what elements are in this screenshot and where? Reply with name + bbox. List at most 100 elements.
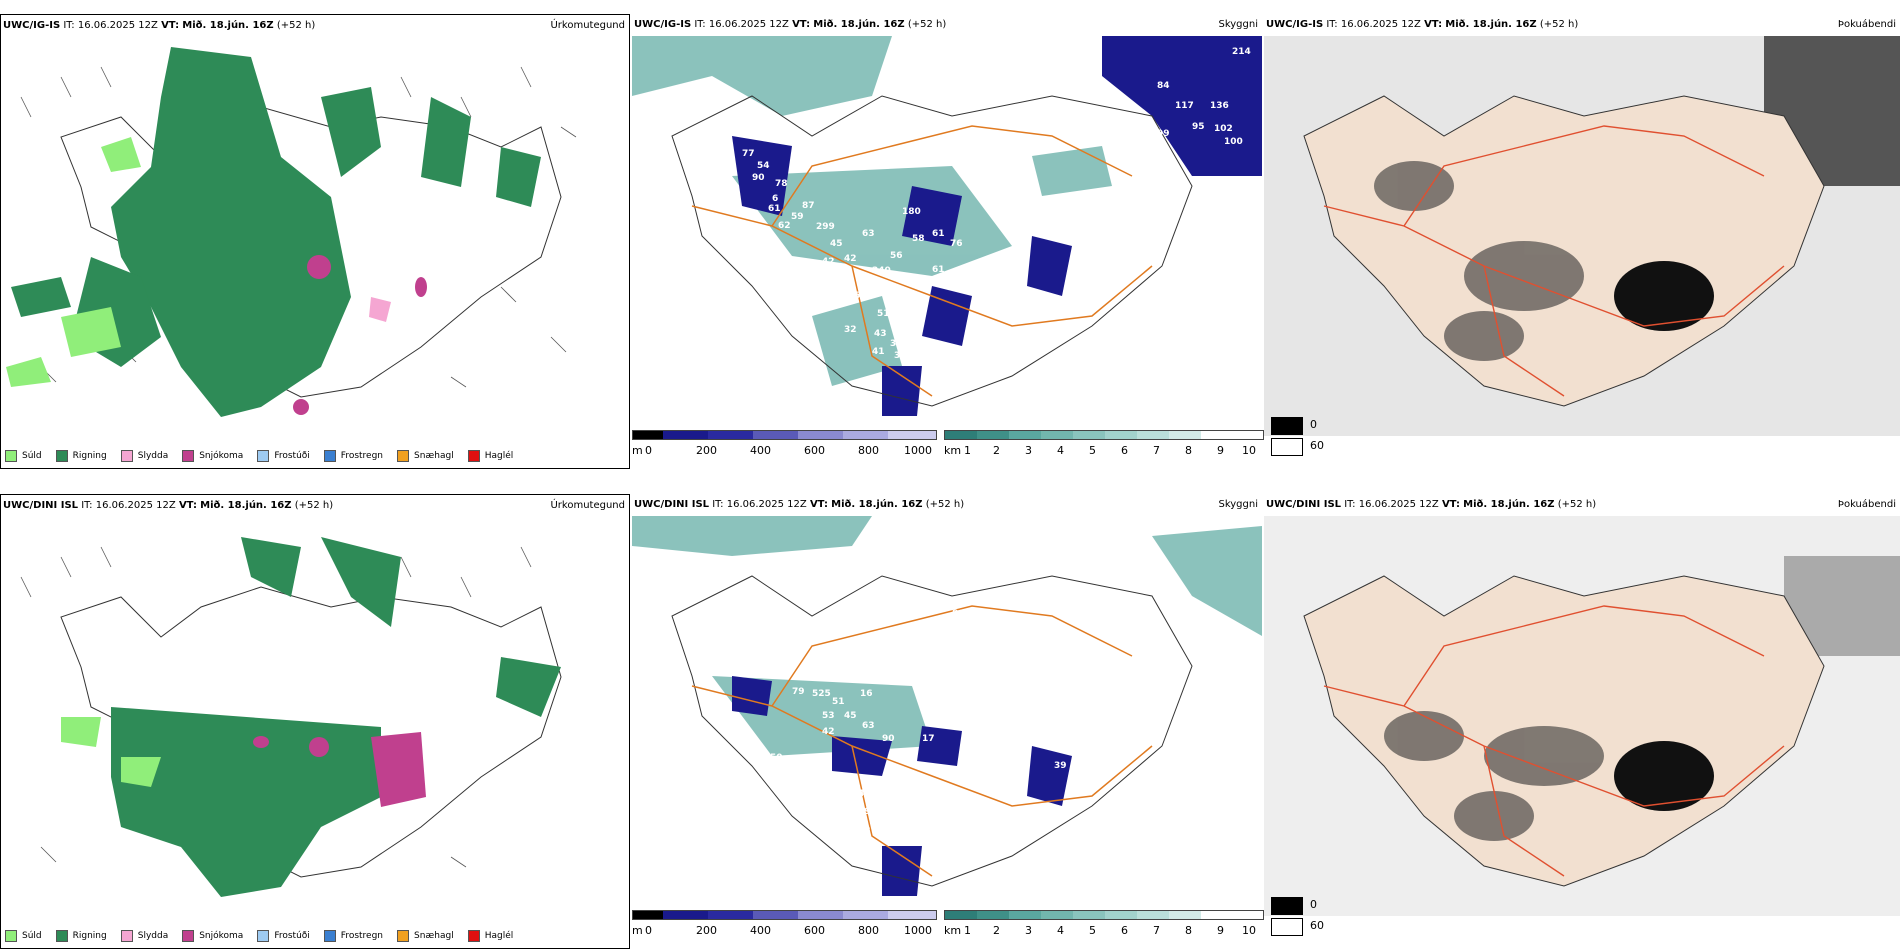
visibility-tick: 10 [1242,924,1256,937]
svg-text:16: 16 [860,689,873,699]
panel-type-label: Þokuábendi [1837,19,1896,30]
svg-text:39: 39 [1054,761,1067,771]
svg-text:32: 32 [878,831,891,841]
ceiling-colorbar [632,430,937,440]
ceiling-shading [732,676,1072,896]
fog-index-panel: UWC/IG-IS IT: 16.06.2025 12Z VT: Mið. 18… [1264,14,1900,469]
svg-text:79: 79 [792,687,805,697]
svg-text:39: 39 [858,807,871,817]
svg-text:57: 57 [1007,705,1020,715]
svg-text:17: 17 [922,734,935,744]
drizzle-areas [61,717,161,787]
road-network [1323,605,1785,877]
panel-header: UWC/IG-IS IT: 16.06.2025 12Z VT: Mið. 18… [634,19,947,30]
ceiling-value-labels: 67 32 86 52 59 85 79 525 51 16 45 46 45 … [770,531,1160,841]
drizzle-areas [6,137,141,387]
ceiling-shading [732,36,1262,416]
ceiling-tick: 600 [804,444,825,457]
svg-text:171: 171 [982,49,1001,59]
svg-text:48: 48 [974,281,987,291]
legend-item-rain: Rigning [55,930,107,942]
legend-item-freezing-rain: Frostregn [323,930,383,942]
ceiling-tick: 400 [750,444,771,457]
svg-text:77: 77 [1000,737,1013,747]
svg-text:80: 80 [810,759,823,769]
fog-core [1614,261,1714,331]
legend-item-drizzle: Súld [5,930,42,942]
svg-text:48: 48 [858,789,871,799]
svg-text:42: 42 [844,254,857,264]
fog-index-map [1264,36,1900,436]
svg-text:45: 45 [782,277,795,287]
legend-item-freezing-drizzle: Frostúði [257,930,310,942]
svg-text:102: 102 [1214,124,1233,134]
legend-item-snow: Snjókoma [182,450,243,462]
visibility-tick: 9 [1217,924,1224,937]
svg-text:45: 45 [844,711,857,721]
road-network [691,605,1153,877]
precip-type-map [6,47,577,417]
fog-index-panel: UWC/DINI ISL IT: 16.06.2025 12Z VT: Mið.… [1264,494,1900,949]
fog-tick: 0 [1310,898,1317,911]
svg-text:85: 85 [822,669,835,679]
scales-bottom: m 0 200 400 600 800 1000 km 1 2 3 4 5 6 … [0,910,1900,950]
ceiling-tick: 0 [645,924,652,937]
visibility-tick: 1 [964,924,971,937]
legend-item-sleet: Slydda [120,930,168,942]
legend-item-hail: Haglél [467,930,513,942]
fog-shading [1384,711,1604,841]
svg-text:37: 37 [890,339,903,349]
svg-text:35: 35 [874,816,887,826]
visibility-unit: km [944,444,962,457]
ceiling-unit: m [632,444,643,457]
visibility-tick: 10 [1242,444,1256,457]
svg-text:120: 120 [942,41,961,51]
svg-text:6: 6 [772,194,778,204]
svg-text:52: 52 [954,624,967,634]
svg-text:34: 34 [894,351,907,361]
snow-areas [253,732,426,807]
svg-text:117: 117 [1175,101,1194,111]
svg-text:525: 525 [812,689,831,699]
visibility-colorbar [944,910,1264,920]
road-network [691,125,1153,397]
svg-text:299: 299 [816,222,835,232]
ceiling-tick: 1000 [904,444,932,457]
panel-header: UWC/IG-IS IT: 16.06.2025 12Z VT: Mið. 18… [3,20,316,31]
legend-item-snow-pellets: Snæhagl [397,450,454,462]
ceiling-value-labels: 120 171 214 84 117 136 95 102 100 99 10 … [700,41,1251,361]
svg-text:136: 136 [1210,101,1229,111]
svg-text:78: 78 [775,179,788,189]
svg-text:59: 59 [791,212,804,222]
snow-areas [293,255,427,415]
svg-text:42: 42 [822,727,835,737]
visibility-tick: 8 [1185,924,1192,937]
svg-text:61: 61 [932,229,945,239]
ceiling-colorbar [632,910,937,920]
ceiling-tick: 800 [858,444,879,457]
svg-text:90: 90 [752,173,765,183]
precip-type-panel: UWC/IG-IS IT: 16.06.2025 12Z VT: Mið. 18… [0,14,630,469]
svg-text:87: 87 [802,201,815,211]
ceiling-tick: 600 [804,924,825,937]
svg-text:95: 95 [1192,122,1205,132]
precip-legend: Súld Rigning Slydda Snjókoma Frostúði Fr… [5,450,513,462]
visibility-tick: 5 [1089,924,1096,937]
visibility-shading [632,36,1112,386]
svg-text:77: 77 [742,149,755,159]
legend-item-drizzle: Súld [5,450,42,462]
visibility-tick: 7 [1153,444,1160,457]
svg-text:54: 54 [757,161,770,171]
visibility-tick: 3 [1025,444,1032,457]
visibility-panel: UWC/IG-IS IT: 16.06.2025 12Z VT: Mið. 18… [632,14,1262,469]
ceiling-unit: m [632,924,643,937]
fog-shading [1374,161,1584,361]
svg-text:63: 63 [862,229,875,239]
svg-text:62: 62 [854,291,867,301]
svg-text:32: 32 [1147,554,1160,564]
sleet-areas [369,297,391,322]
svg-text:86: 86 [952,609,965,619]
svg-text:53: 53 [822,711,835,721]
svg-text:180: 180 [902,207,921,217]
svg-text:51: 51 [832,697,845,707]
